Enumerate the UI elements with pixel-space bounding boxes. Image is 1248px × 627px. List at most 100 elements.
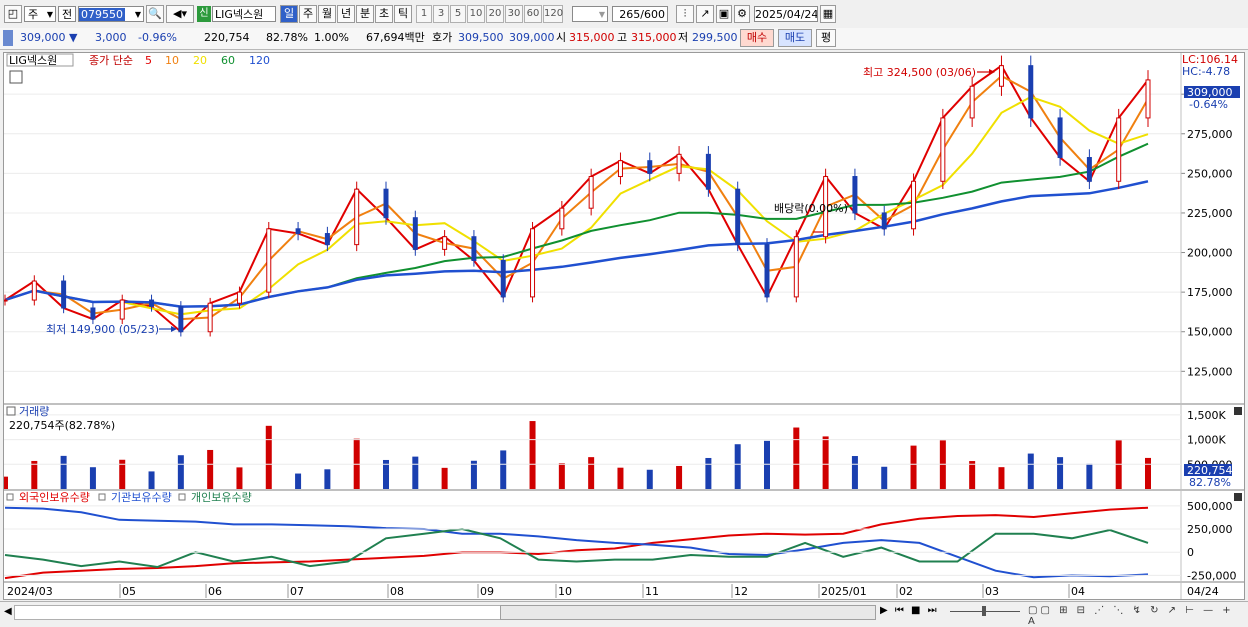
- price-grid: [4, 93, 1181, 372]
- period-tab[interactable]: 분: [356, 5, 374, 23]
- volume-bar: [588, 457, 595, 489]
- zoom-handle[interactable]: [982, 606, 986, 616]
- volume-bar: [851, 456, 858, 489]
- volume-ratio: 82.78%: [266, 31, 308, 44]
- count-field[interactable]: 265/600: [612, 6, 668, 22]
- candle-body: [31, 280, 37, 301]
- close-pane-icon[interactable]: [1234, 493, 1242, 501]
- holding-axis: 500,000 250,000 0 -250,000: [4, 500, 1236, 582]
- ma-line-120: [4, 180, 1149, 308]
- market-select[interactable]: 주 ▼: [24, 6, 56, 22]
- ask-price: 309,500: [458, 31, 504, 44]
- interval-tab[interactable]: 20: [486, 5, 504, 23]
- volume-bar: [383, 459, 389, 489]
- search-icon[interactable]: 🔍: [146, 5, 164, 23]
- period-tab[interactable]: 년: [337, 5, 355, 23]
- volume-bar: [1145, 457, 1151, 489]
- calendar-icon[interactable]: ▦: [820, 5, 836, 23]
- volume-bar: [676, 465, 683, 489]
- volume-tag-box: [1184, 464, 1232, 476]
- candle-body: [119, 299, 125, 320]
- candle-type-icon[interactable]: ⫶: [676, 5, 694, 23]
- date-label: 04: [1071, 585, 1085, 598]
- save-icon[interactable]: ▣: [716, 5, 732, 23]
- market-value: 주: [28, 8, 39, 21]
- candle-body: [530, 228, 536, 298]
- period-tab[interactable]: 틱: [394, 5, 412, 23]
- current-price-tag: 309,000: [1187, 86, 1233, 99]
- chart-scrollbar[interactable]: ◀ ▶ ⏮ ■ ⏭ ▢▢ ⊞ ⊟ ⋰ ⋱ ↯ ↻ ↗ ⊢ — + A: [0, 601, 1248, 627]
- scroll-thumb[interactable]: [500, 605, 876, 620]
- volume-bar: [969, 461, 976, 489]
- holding-legend-item: 기관보유수량: [111, 491, 172, 504]
- interval-select[interactable]: ▼: [572, 6, 608, 22]
- price-change: 3,000: [95, 31, 127, 44]
- interval-tab[interactable]: 30: [505, 5, 523, 23]
- gear-icon[interactable]: ⚙: [734, 5, 750, 23]
- volume-bar: [148, 471, 155, 489]
- ma-legend-item: 60: [221, 54, 235, 67]
- period-tab[interactable]: 일: [280, 5, 298, 23]
- period-tab[interactable]: 월: [318, 5, 336, 23]
- interval-tab[interactable]: 10: [467, 5, 485, 23]
- table-icon[interactable]: [9, 70, 23, 84]
- dividend-annotation: 배당락(0.00%): [774, 202, 848, 215]
- volume-bar: [177, 455, 184, 489]
- candle-body: [617, 160, 623, 178]
- volume-value: 220,754: [204, 31, 250, 44]
- volume-tag: 220,754: [1187, 464, 1233, 477]
- holding-tick-label: 0: [1187, 546, 1194, 559]
- price-candles: [4, 55, 1151, 337]
- sell-button[interactable]: 매도: [778, 29, 812, 47]
- volume-bar: [822, 436, 829, 489]
- interval-tab[interactable]: 5: [450, 5, 466, 23]
- legend-swatch: [98, 493, 106, 501]
- eval-button[interactable]: 평: [816, 29, 836, 47]
- candle-body: [61, 280, 67, 309]
- candle-body: [500, 259, 506, 298]
- panel-marker: [3, 30, 13, 46]
- interval-tab[interactable]: 60: [524, 5, 542, 23]
- date-axis: 2024/03 05 06 07 08 09 10 11 12 2025/01 02 03 04 04/2…: [7, 585, 1219, 598]
- interval-tab[interactable]: 1: [416, 5, 432, 23]
- candle-body: [969, 85, 975, 119]
- candle-body: [881, 212, 887, 230]
- date-label: 04/24: [1187, 585, 1219, 598]
- speaker-icon[interactable]: ◀▾: [166, 5, 194, 23]
- scroll-left-icon[interactable]: ◀: [4, 606, 12, 617]
- holding-tick-label: -250,000: [1187, 569, 1236, 582]
- interval-tab[interactable]: 120: [543, 5, 563, 23]
- chart-tools[interactable]: ▢▢ ⊞ ⊟ ⋰ ⋱ ↯ ↻ ↗ ⊢ — + A: [1028, 605, 1234, 627]
- candle-body: [823, 176, 829, 238]
- date-field[interactable]: 2025/04/24: [754, 6, 818, 22]
- max-arrowhead: [989, 69, 995, 75]
- lc-label: LC:106.14: [1182, 53, 1238, 66]
- chevron-down-icon: ▼: [46, 10, 53, 19]
- candle-body: [442, 236, 448, 250]
- ma-line-20: [4, 95, 1149, 316]
- price-tick-label: 125,000: [1187, 365, 1233, 378]
- volume-bar: [207, 449, 214, 489]
- volume-bar: [4, 476, 8, 489]
- volume-bars: [4, 421, 1151, 489]
- volume-bar: [998, 467, 1005, 489]
- volume-bar: [881, 466, 888, 489]
- period-tab[interactable]: 초: [375, 5, 393, 23]
- code-input[interactable]: 079550 ▼: [78, 6, 144, 22]
- volume-bar: [412, 456, 419, 489]
- close-pane-icon[interactable]: [1234, 407, 1242, 415]
- stock-name-field[interactable]: LIG넥스원: [212, 6, 276, 22]
- draw-tool-icon[interactable]: ↗: [696, 5, 714, 23]
- interval-tab[interactable]: 3: [433, 5, 449, 23]
- candle-body: [764, 244, 770, 298]
- ask-label: 호가: [432, 31, 453, 44]
- high-price: 315,000: [631, 31, 677, 44]
- playback-controls[interactable]: ▶ ⏮ ■ ⏭: [880, 605, 939, 616]
- volume-bar: [764, 440, 770, 489]
- price-type-button[interactable]: 전: [58, 6, 76, 22]
- buy-button[interactable]: 매수: [740, 29, 774, 47]
- chart-panel[interactable]: 300,000275,000250,000225,000200,000175,0…: [3, 52, 1245, 600]
- window-menu-icon[interactable]: ◰: [4, 5, 22, 23]
- period-tab[interactable]: 주: [299, 5, 317, 23]
